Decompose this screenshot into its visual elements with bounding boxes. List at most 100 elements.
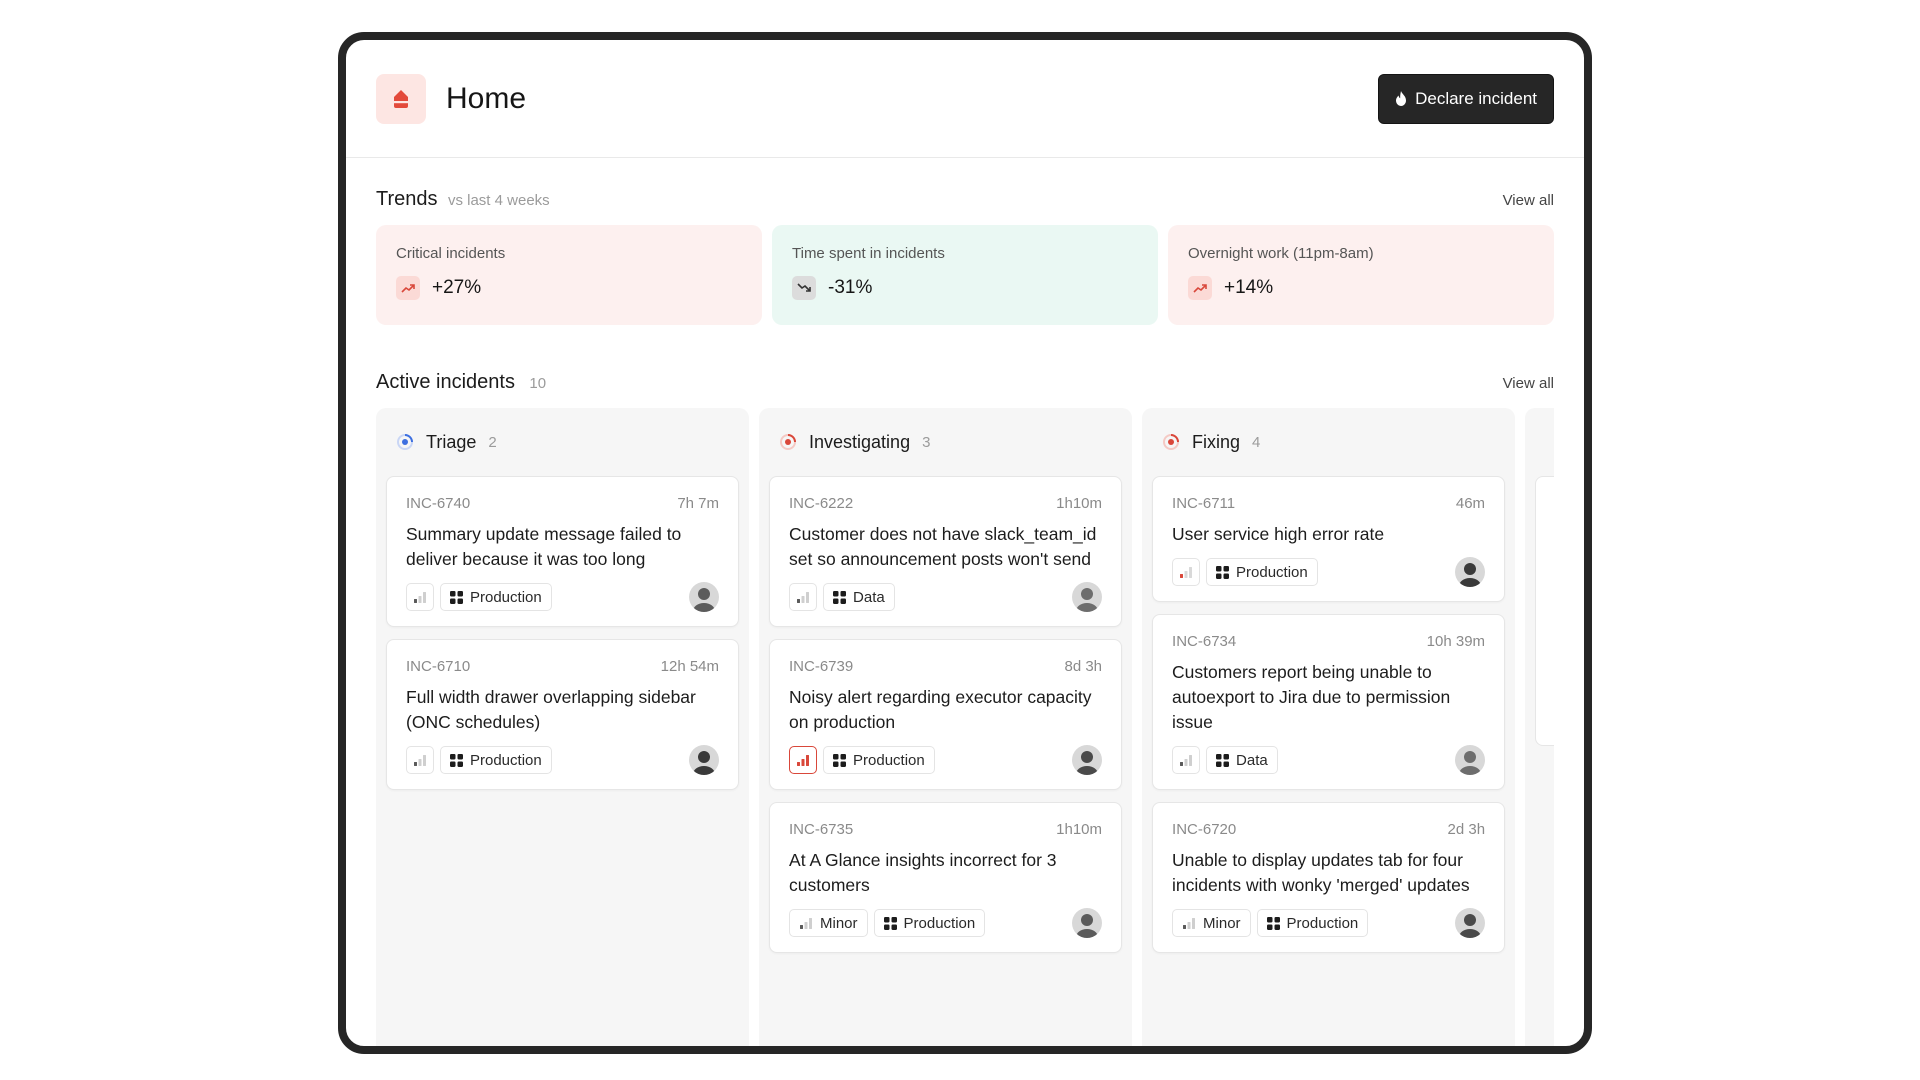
trend-label: Overnight work (11pm-8am) <box>1188 245 1374 262</box>
avatar[interactable] <box>689 745 720 775</box>
severity-icon[interactable] <box>789 746 818 774</box>
environment-tag[interactable]: Data <box>823 583 895 611</box>
avatar[interactable] <box>1072 908 1103 938</box>
avatar[interactable] <box>1455 908 1486 938</box>
column-investigating: Investigating 3 INC-6222 1h10m Customer does… <box>759 408 1133 1046</box>
severity-icon[interactable] <box>789 583 818 611</box>
severity-label: Minor <box>1203 914 1241 932</box>
avatar[interactable] <box>1072 745 1103 775</box>
trend-card[interactable]: Time spent in incidents -31% <box>772 225 1158 325</box>
incident-title: At A Glance insights incorrect for 3 cus… <box>789 850 1057 895</box>
column-peek <box>1525 408 1554 1046</box>
severity-icon[interactable] <box>406 583 434 611</box>
active-title-group: Active incidents 10 <box>376 371 546 394</box>
incident-title: Full width drawer overlapping sidebar (O… <box>406 687 696 732</box>
column-header: Fixing 4 <box>1152 408 1505 476</box>
incident-footer: Production <box>1172 557 1486 587</box>
environment-label: Data <box>1236 751 1268 769</box>
trend-label: Critical incidents <box>396 245 506 262</box>
incident-meta: INC-6740 7h 7m <box>406 495 719 512</box>
trend-card[interactable]: Overnight work (11pm-8am) +14% <box>1168 225 1554 325</box>
incident-meta: INC-6710 12h 54m <box>406 658 719 675</box>
incident-duration: 2d 3h <box>1447 821 1486 838</box>
severity-icon[interactable] <box>1172 746 1201 774</box>
incident-title: Customers report being unable to autoexp… <box>1172 662 1451 732</box>
severity-tag[interactable]: Minor <box>789 909 868 937</box>
environment-tag[interactable]: Production <box>823 746 935 774</box>
incident-tags: Production <box>406 746 552 774</box>
environment-tag[interactable]: Production <box>1256 909 1369 937</box>
incident-card[interactable]: INC-6720 2d 3h Unable to display updates t… <box>1152 802 1506 953</box>
incident-tags: Minor Production <box>1172 909 1369 937</box>
grid-icon <box>833 590 847 604</box>
severity-icon[interactable] <box>1172 558 1201 586</box>
environment-tag[interactable]: Data <box>1206 746 1278 774</box>
incident-card[interactable]: INC-6711 46m User service high error rate P… <box>1152 476 1506 602</box>
incident-duration: 46m <box>1455 495 1486 512</box>
incident-footer: Data <box>789 582 1103 612</box>
incident-duration: 1h10m <box>1056 495 1103 512</box>
column-name: Investigating <box>809 431 911 452</box>
avatar[interactable] <box>689 582 720 612</box>
page-header: Home Declare incident <box>346 40 1584 158</box>
incident-tags: Data <box>789 583 895 611</box>
column-name: Fixing <box>1192 431 1241 452</box>
environment-tag[interactable]: Production <box>1206 558 1318 586</box>
page-title: Home <box>446 81 527 115</box>
avatar[interactable] <box>1455 557 1486 587</box>
incident-title: Customer does not have slack_team_id set… <box>789 524 1097 569</box>
active-status-icon <box>779 433 797 451</box>
grid-icon <box>1216 565 1230 579</box>
incident-duration: 10h 39m <box>1426 633 1486 650</box>
declare-incident-button[interactable]: Declare incident <box>1378 73 1554 124</box>
column-triage: Triage 2 INC-6740 7h 7m Summary update messa… <box>376 408 750 1046</box>
incident-card[interactable]: INC-6739 8d 3h Noisy alert regarding execu… <box>769 639 1123 790</box>
trend-row: +27% <box>396 276 742 300</box>
incident-title: User service high error rate <box>1172 524 1385 544</box>
trend-up-icon <box>1188 276 1212 300</box>
column-header: Triage 2 <box>386 408 739 476</box>
incident-id: INC-6711 <box>1172 495 1236 512</box>
severity-tag[interactable]: Minor <box>1172 909 1251 937</box>
incident-duration: 7h 7m <box>677 495 720 512</box>
trends-title: Trends <box>376 188 438 210</box>
trend-up-icon <box>396 276 420 300</box>
active-status-icon <box>1162 433 1180 451</box>
column-header: Investigating 3 <box>769 408 1122 476</box>
column-count: 2 <box>488 433 497 451</box>
incident-footer: Production <box>406 745 720 775</box>
environment-tag[interactable]: Production <box>440 583 552 611</box>
grid-icon <box>450 590 463 604</box>
incident-card[interactable]: INC-6222 1h10m Customer does not have slac… <box>769 476 1123 627</box>
avatar[interactable] <box>1455 745 1486 775</box>
trend-value: +14% <box>1224 277 1274 298</box>
incident-card[interactable]: INC-6735 1h10m At A Glance insights incorr… <box>769 802 1123 953</box>
incident-id: INC-6222 <box>789 495 854 512</box>
avatar[interactable] <box>1072 582 1103 612</box>
flame-icon <box>1396 91 1407 106</box>
trends-view-all-link[interactable]: View all <box>1502 192 1554 209</box>
incident-card[interactable]: INC-6734 10h 39m Customers report being un… <box>1152 614 1506 790</box>
incident-footer: Minor Production <box>789 908 1103 938</box>
active-view-all-link[interactable]: View all <box>1502 375 1554 392</box>
environment-tag[interactable]: Production <box>873 909 986 937</box>
environment-label: Production <box>1236 563 1308 581</box>
header-left: Home <box>376 73 527 124</box>
incident-card[interactable]: INC-6710 12h 54m Full width drawer overlap… <box>386 639 740 790</box>
active-incidents-section: Active incidents 10 View all Triage 2 INC-… <box>346 371 1584 1046</box>
trend-cards: Critical incidents +27% Time spent in inci… <box>346 225 1584 325</box>
incident-meta: INC-6735 1h10m <box>789 821 1102 838</box>
trend-card[interactable]: Critical incidents +27% <box>376 225 762 325</box>
incident-title: Summary update message failed to deliver… <box>406 524 682 569</box>
incident-card[interactable]: INC-6740 7h 7m Summary update message fail… <box>386 476 740 627</box>
trends-header: Trends vs last 4 weeks View all <box>346 188 1584 211</box>
incident-meta: INC-6720 2d 3h <box>1172 821 1485 838</box>
incident-meta: INC-6222 1h10m <box>789 495 1102 512</box>
incident-footer: Production <box>406 582 720 612</box>
grid-icon <box>1266 916 1280 930</box>
environment-tag[interactable]: Production <box>440 746 552 774</box>
column-count: 3 <box>922 433 931 451</box>
active-incidents-header: Active incidents 10 View all <box>346 371 1584 394</box>
severity-icon[interactable] <box>406 746 434 774</box>
declare-incident-label: Declare incident <box>1415 88 1537 108</box>
